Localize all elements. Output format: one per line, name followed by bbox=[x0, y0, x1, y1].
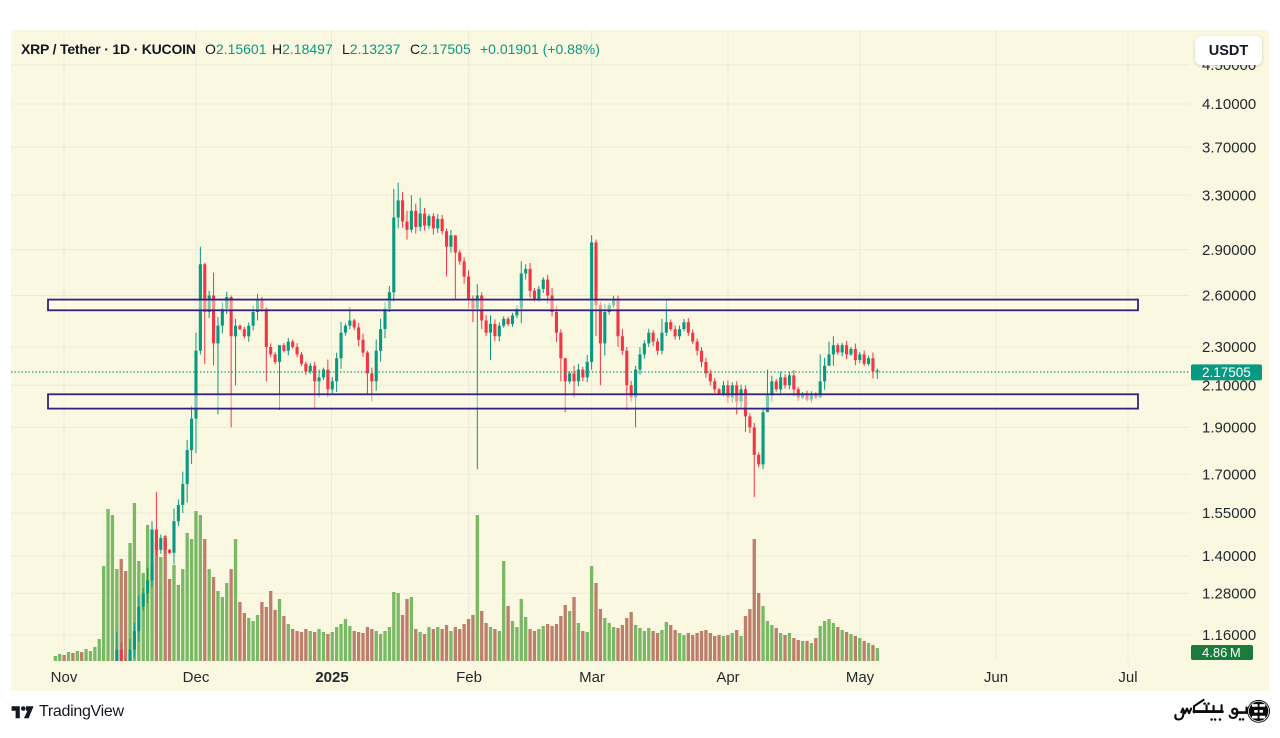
svg-text:2.10000: 2.10000 bbox=[1202, 378, 1256, 395]
svg-text:Apr: Apr bbox=[716, 669, 739, 686]
svg-text:1.28000: 1.28000 bbox=[1202, 586, 1256, 603]
svg-text:Nov: Nov bbox=[51, 669, 78, 686]
svg-text:Jul: Jul bbox=[1118, 669, 1137, 686]
svg-text:1.40000: 1.40000 bbox=[1202, 548, 1256, 565]
svg-text:Jun: Jun bbox=[984, 669, 1008, 686]
svg-text:Feb: Feb bbox=[456, 669, 482, 686]
svg-text:1.16000: 1.16000 bbox=[1202, 627, 1256, 644]
svg-text:3.30000: 3.30000 bbox=[1202, 188, 1256, 205]
svg-text:1.55000: 1.55000 bbox=[1202, 505, 1256, 522]
svg-text:2.60000: 2.60000 bbox=[1202, 288, 1256, 305]
svg-text:2025: 2025 bbox=[315, 669, 348, 686]
svg-text:2.17505: 2.17505 bbox=[1202, 365, 1251, 380]
svg-text:Dec: Dec bbox=[183, 669, 210, 686]
svg-text:4.10000: 4.10000 bbox=[1202, 96, 1256, 113]
svg-text:2.90000: 2.90000 bbox=[1202, 242, 1256, 259]
svg-text:1.90000: 1.90000 bbox=[1202, 420, 1256, 437]
svg-text:May: May bbox=[846, 669, 875, 686]
svg-text:Mar: Mar bbox=[579, 669, 605, 686]
svg-text:1.70000: 1.70000 bbox=[1202, 466, 1256, 483]
svg-text:3.70000: 3.70000 bbox=[1202, 139, 1256, 156]
svg-text:2.30000: 2.30000 bbox=[1202, 339, 1256, 356]
svg-text:4.86 M: 4.86 M bbox=[1202, 645, 1241, 660]
